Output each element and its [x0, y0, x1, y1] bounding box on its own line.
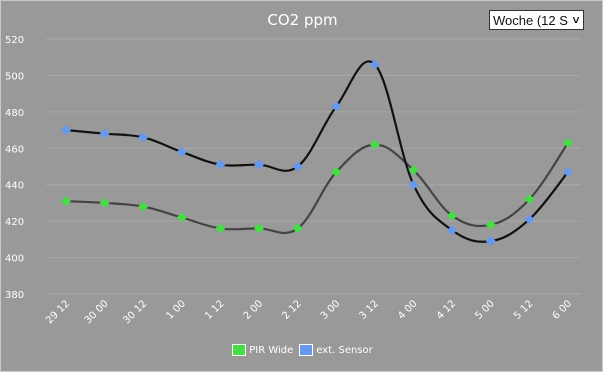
legend-label: PIR Wide [249, 344, 294, 356]
x-tick-label: 1 00 [164, 298, 188, 322]
x-tick-label: 6 00 [551, 298, 575, 322]
chart-legend: PIR Wide ext. Sensor [1, 344, 603, 356]
x-tick-label: 4 00 [396, 298, 420, 322]
data-point [447, 225, 458, 236]
data-point [563, 137, 573, 148]
data-point [524, 194, 535, 205]
data-point [215, 223, 226, 234]
data-point [447, 210, 458, 221]
data-point [99, 197, 110, 208]
data-point [524, 214, 535, 225]
x-tick-label: 2 12 [280, 298, 304, 322]
time-range-value: Woche (12 S [493, 12, 568, 28]
data-point [61, 125, 71, 136]
time-range-select[interactable]: Woche (12 S ˅ [489, 10, 584, 30]
legend-swatch [232, 344, 247, 356]
y-tick-label: 420 [5, 217, 24, 228]
data-point [485, 219, 496, 230]
y-tick-label: 500 [5, 71, 24, 82]
chevron-down-icon: ˅ [572, 13, 580, 27]
data-point [331, 166, 342, 177]
y-tick-label: 400 [5, 254, 24, 265]
data-point [254, 223, 265, 234]
x-tick-label: 2 00 [242, 298, 266, 322]
series-line-pir-wide [65, 142, 569, 234]
y-tick-label: 520 [5, 35, 24, 46]
y-tick-label: 380 [5, 290, 24, 301]
series-line-ext-sensor [65, 60, 569, 243]
legend-label: ext. Sensor [316, 344, 373, 356]
chart-title: CO2 ppm [267, 11, 338, 29]
data-point [369, 59, 380, 70]
data-point [176, 212, 187, 223]
data-point [61, 196, 71, 207]
data-point [138, 201, 149, 212]
data-point [99, 128, 110, 139]
data-point [369, 139, 380, 150]
x-tick-label: 29 12 [44, 298, 72, 326]
x-tick-label: 5 00 [473, 298, 497, 322]
data-point [408, 179, 419, 190]
y-tick-label: 440 [5, 181, 24, 192]
x-tick-label: 5 12 [512, 298, 536, 322]
data-point [215, 159, 226, 170]
x-tick-label: 3 12 [358, 298, 382, 322]
x-tick-label: 30 00 [83, 298, 111, 326]
data-point [292, 223, 303, 234]
data-point [563, 166, 573, 177]
data-point [138, 132, 149, 143]
x-tick-label: 1 12 [203, 298, 227, 322]
legend-swatch [299, 344, 314, 356]
data-point [292, 161, 303, 172]
legend-item: PIR Wide [232, 344, 293, 356]
y-tick-label: 480 [5, 108, 24, 119]
x-tick-label: 4 12 [435, 298, 459, 322]
x-tick-label: 3 00 [319, 298, 343, 322]
data-point [176, 146, 187, 157]
y-tick-label: 460 [5, 144, 24, 155]
data-point [408, 165, 419, 176]
legend-item: ext. Sensor [299, 344, 373, 356]
x-tick-label: 30 12 [121, 298, 149, 326]
data-point [254, 159, 265, 170]
data-point [485, 236, 496, 247]
data-point [331, 101, 342, 112]
